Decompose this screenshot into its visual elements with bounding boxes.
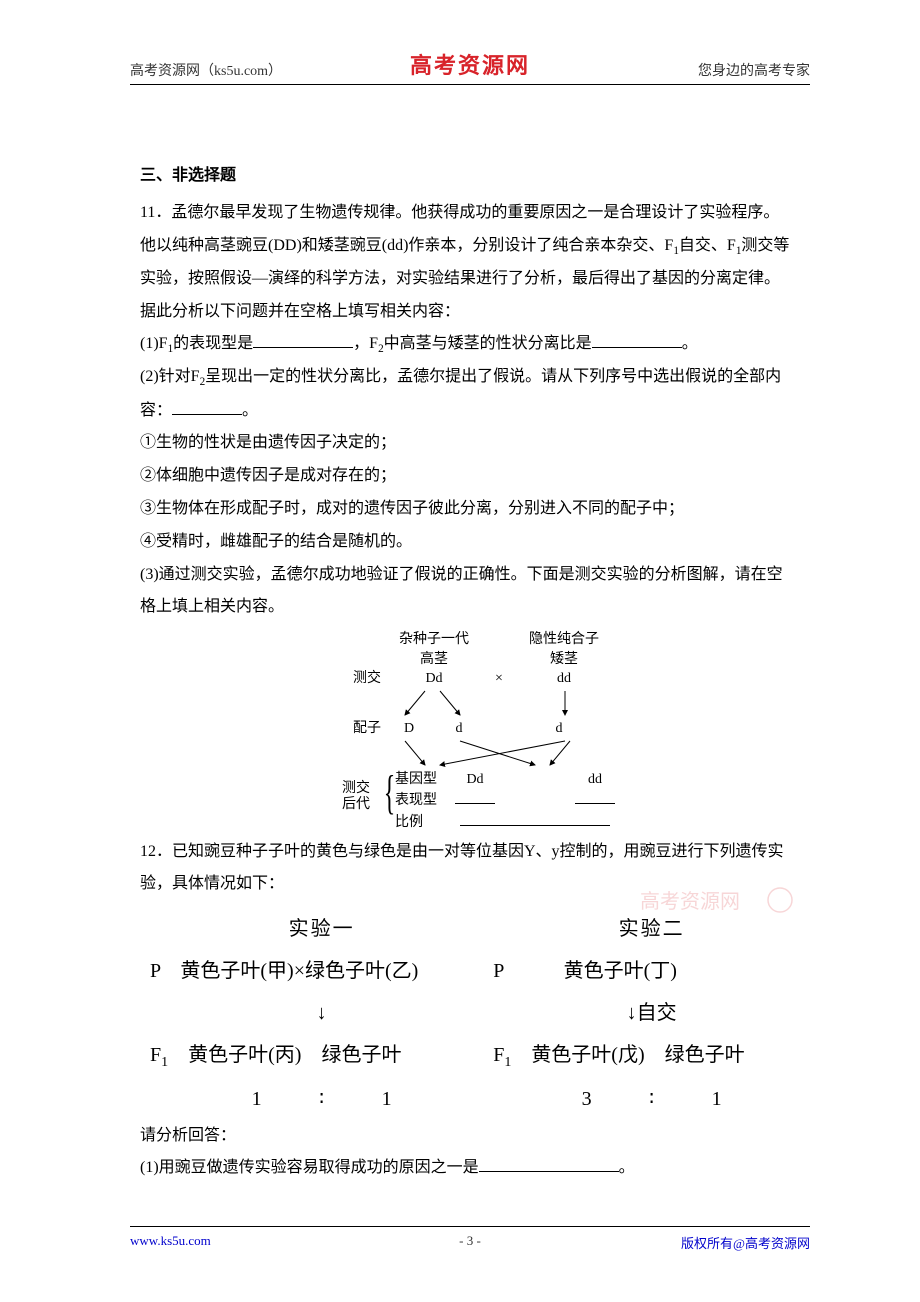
exp2-ratio-l: 3	[552, 1078, 622, 1120]
blank-pheno-2	[575, 790, 615, 804]
header-left: 高考资源网（ks5u.com）	[130, 60, 282, 80]
exp1-ratio-r: 1	[352, 1078, 422, 1120]
q11-p1: (1)F1的表现型是，F2中高茎与矮茎的性状分离比是。	[140, 328, 810, 361]
diagram-label-right: 矮茎	[519, 650, 609, 670]
exp2-ratio-r: 1	[682, 1078, 752, 1120]
blank-f1-phenotype	[253, 332, 353, 348]
diagram-gamete-d2: d	[539, 719, 579, 739]
q11-stem-l4: 据此分析以下问题并在空格上填写相关内容：	[140, 296, 810, 329]
diagram-gamete-D: D	[389, 719, 429, 739]
testcross-diagram: 杂种子一代 隐性纯合子 高茎 矮茎 测交 Dd × dd	[325, 630, 625, 833]
diagram-title-right: 隐性纯合子	[519, 630, 609, 650]
q11-p2c: 容：	[140, 402, 172, 419]
footer-left-link[interactable]: www.ks5u.com	[130, 1233, 211, 1252]
diagram-arrows-1	[325, 689, 625, 719]
blank-pheno-1	[455, 790, 495, 804]
q11-p2a: (2)针对F	[140, 368, 200, 385]
q12-stem-b: 验，具体情况如下：	[140, 868, 810, 901]
diagram-arrows-2	[325, 739, 625, 769]
down-arrow-icon: ↓	[317, 1002, 327, 1024]
exp2-p-prefix: P	[493, 960, 503, 982]
exp2-title: 实验二	[493, 909, 810, 950]
q12-p1a: (1)用豌豆做遗传实验容易取得成功的原因之一是	[140, 1159, 479, 1176]
diagram-offspring-bot: 后代	[342, 797, 370, 812]
footer-right: 版权所有@高考资源网	[681, 1233, 810, 1252]
down-arrow-icon-2: ↓	[627, 1002, 637, 1024]
q11-opt2: ②体细胞中遗传因子是成对存在的；	[140, 460, 810, 493]
q11-p1c: ，F	[353, 335, 378, 352]
q11-stem-l2c: 测交等	[741, 237, 789, 254]
exp1-f1: 黄色子叶(丙) 绿色子叶	[188, 1044, 401, 1066]
exp1-ratio-colon: ∶	[297, 1078, 347, 1120]
blank-ratio-offspring	[460, 812, 610, 826]
q12-p1: (1)用豌豆做遗传实验容易取得成功的原因之一是 。	[140, 1152, 810, 1185]
q11-p2-l1: (2)针对F2呈现出一定的性状分离比，孟德尔提出了假说。请从下列序号中选出假说的…	[140, 361, 810, 394]
page-header: 高考资源网（ks5u.com） 高考资源网 您身边的高考专家	[130, 60, 810, 85]
exp2-f1: 黄色子叶(戊) 绿色子叶	[531, 1044, 744, 1066]
exp1-arrow: ↓	[150, 992, 493, 1034]
q11-p1d: 中高茎与矮茎的性状分离比是	[384, 335, 592, 352]
diagram-title-left: 杂种子一代	[389, 630, 479, 650]
exp1-p-prefix: P	[150, 960, 160, 982]
diagram-geno-right: dd	[519, 669, 609, 689]
q11-stem-l1: 11．孟德尔最早发现了生物遗传规律。他获得成功的重要原因之一是合理设计了实验程序…	[140, 197, 810, 230]
exp2-p: 黄色子叶(丁)	[564, 960, 677, 982]
q11-stem-l2: 他以纯种高茎豌豆(DD)和矮茎豌豆(dd)作亲本，分别设计了纯合亲本杂交、F1自…	[140, 230, 810, 263]
diagram-off-dd: dd	[565, 769, 625, 791]
q12-p1b: 。	[619, 1159, 635, 1176]
exp2-ratio-colon: ∶	[627, 1078, 677, 1120]
diagram-cross-symbol: ×	[479, 669, 519, 689]
exp1-title: 实验一	[150, 909, 493, 950]
exp1-p: 黄色子叶(甲)×绿色子叶(乙)	[180, 960, 418, 982]
blank-hypothesis	[172, 399, 242, 415]
diagram-row-ratio: 比例	[395, 812, 445, 834]
q11-p3b: 格上填上相关内容。	[140, 591, 810, 624]
diagram-label-left: 高茎	[389, 650, 479, 670]
q11-p1b: 的表现型是	[173, 335, 253, 352]
q11-p2-l2: 容： 。	[140, 395, 810, 428]
diagram-off-Dd: Dd	[445, 769, 505, 791]
header-right: 您身边的高考专家	[698, 60, 810, 80]
diagram-offspring-top: 测交	[342, 781, 370, 796]
footer-page-number: - 3 -	[459, 1233, 481, 1249]
q11-p1a: (1)F	[140, 335, 168, 352]
brace-icon: {	[384, 769, 396, 817]
q12-analyze: 请分析回答：	[140, 1120, 810, 1153]
q11-stem-l2b: 自交、F	[679, 237, 736, 254]
blank-reason	[479, 1156, 619, 1172]
exp2-selfcross: 自交	[637, 1002, 677, 1024]
q11-p3a: (3)通过测交实验，孟德尔成功地验证了假说的正确性。下面是测交实验的分析图解，请…	[140, 559, 810, 592]
diagram-gamete-label: 配子	[325, 719, 381, 739]
q11-opt4: ④受精时，雌雄配子的结合是随机的。	[140, 526, 810, 559]
q11-p1e: 。	[682, 335, 698, 352]
section-title: 三、非选择题	[140, 160, 810, 193]
exp1-ratio-l: 1	[222, 1078, 292, 1120]
diagram-row-phenotype: 表现型	[395, 790, 445, 812]
q11-stem-l3: 实验，按照假设—演绎的科学方法，对实验结果进行了分析，最后得出了基因的分离定律。	[140, 263, 810, 296]
experiments-block: 实验一 实验二 P 黄色子叶(甲)×绿色子叶(乙) P 黄色子叶(丁) ↓ ↓自…	[150, 909, 810, 1119]
exp1-f1-prefix: F	[150, 1044, 161, 1066]
q11-stem-l2a: 他以纯种高茎豌豆(DD)和矮茎豌豆(dd)作亲本，分别设计了纯合亲本杂交、F	[140, 237, 673, 254]
q11-opt1: ①生物的性状是由遗传因子决定的；	[140, 427, 810, 460]
page-content: 三、非选择题 11．孟德尔最早发现了生物遗传规律。他获得成功的重要原因之一是合理…	[140, 160, 810, 1185]
q11-p2b: 呈现出一定的性状分离比，孟德尔提出了假说。请从下列序号中选出假说的全部内	[205, 368, 781, 385]
page-footer: www.ks5u.com - 3 - 版权所有@高考资源网	[130, 1226, 810, 1252]
exp2-f1-prefix: F	[493, 1044, 504, 1066]
diagram-geno-left: Dd	[389, 669, 479, 689]
q11-p2d: 。	[242, 402, 258, 419]
diagram-row-genotype: 基因型	[395, 769, 445, 791]
header-center-brand: 高考资源网	[410, 48, 530, 80]
q12-stem-a: 12．已知豌豆种子子叶的黄色与绿色是由一对等位基因Y、y控制的，用豌豆进行下列遗…	[140, 836, 810, 869]
diagram-cross-label: 测交	[325, 669, 381, 689]
diagram-gamete-d1: d	[429, 719, 489, 739]
blank-ratio	[592, 332, 682, 348]
q11-opt3: ③生物体在形成配子时，成对的遗传因子彼此分离，分别进入不同的配子中；	[140, 493, 810, 526]
